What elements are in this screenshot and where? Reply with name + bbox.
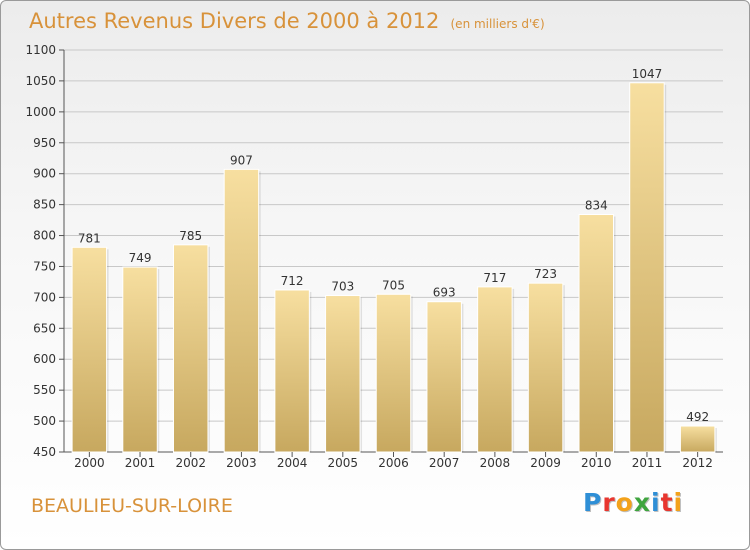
bar-2006	[375, 293, 412, 453]
y-tick-label: 700	[33, 290, 56, 304]
x-tick-labels: 2000 2001 2002 2003 2004 2005 2006 2007 2008 2009…	[74, 452, 713, 470]
bar-2005	[325, 295, 361, 453]
data-label: 712	[281, 274, 304, 288]
brand-letter: t	[660, 488, 674, 517]
x-tick-label: 2005	[328, 456, 359, 470]
bar-2008	[477, 286, 513, 453]
bar-2009	[527, 282, 564, 453]
bar-2012	[679, 425, 716, 453]
y-tick-label: 450	[33, 445, 56, 459]
bar-2001	[122, 266, 158, 453]
y-tick-label: 1000	[25, 105, 56, 119]
data-label: 834	[585, 199, 608, 213]
brand-letter: i	[673, 488, 684, 517]
x-tick-label: 2010	[581, 456, 612, 470]
brand-letter: x	[633, 488, 651, 517]
bar-2011	[629, 82, 665, 453]
y-tick-label: 850	[33, 198, 56, 212]
bars	[71, 82, 717, 453]
x-tick-label: 2003	[226, 456, 257, 470]
data-label: 785	[179, 229, 202, 243]
bar-2010	[578, 214, 615, 453]
x-tick-label: 2006	[378, 456, 409, 470]
bar-2004	[274, 289, 310, 453]
x-tick-label: 2009	[530, 456, 561, 470]
x-tick-label: 2007	[429, 456, 460, 470]
data-label: 781	[78, 231, 101, 245]
bar-2002	[172, 244, 209, 453]
y-tick-label: 1100	[25, 43, 56, 57]
x-tick-label: 2008	[480, 456, 511, 470]
x-tick-label: 2000	[74, 456, 105, 470]
brand-letter: r	[602, 488, 616, 517]
data-label: 693	[433, 286, 456, 300]
brand-letter: o	[615, 488, 634, 517]
data-labels: 781 749 785 907 712 703 705 693 717 723 834 1047 492	[78, 67, 709, 424]
x-tick-label: 2004	[277, 456, 308, 470]
data-label: 492	[686, 410, 709, 424]
y-tick-labels: 450 500 550 600 650 700 750 800 850 900 950 1000 105…	[25, 43, 56, 459]
brand-letter: i	[651, 488, 661, 517]
y-tick-label: 650	[33, 321, 56, 335]
data-label: 907	[230, 153, 253, 167]
y-tick-label: 550	[33, 383, 56, 397]
x-tick-label: 2012	[682, 456, 713, 470]
bar-2003	[223, 168, 260, 453]
data-label: 705	[382, 278, 405, 292]
brand-letter: P	[583, 488, 603, 517]
y-tick-label: 750	[33, 259, 56, 273]
x-tick-label: 2011	[632, 456, 663, 470]
data-label: 1047	[632, 67, 663, 81]
location-name: BEAULIEU-SUR-LOIRE	[31, 495, 233, 517]
y-tick-label: 950	[33, 136, 56, 150]
bar-2007	[426, 301, 462, 453]
proxiti-logo: Proxiti	[583, 488, 683, 517]
data-label: 717	[483, 271, 506, 285]
y-tick-label: 900	[33, 167, 56, 181]
x-tick-label: 2001	[125, 456, 156, 470]
y-tick-label: 1050	[25, 74, 56, 88]
y-tick-label: 800	[33, 229, 56, 243]
title-row: Autres Revenus Divers de 2000 à 2012 (en…	[29, 9, 545, 33]
data-label: 703	[331, 280, 354, 294]
bar-2000	[71, 246, 108, 453]
data-label: 749	[129, 251, 152, 265]
chart-subtitle: (en milliers d'€)	[450, 17, 545, 31]
x-tick-label: 2002	[175, 456, 206, 470]
y-tick-label: 600	[33, 352, 56, 366]
data-label: 723	[534, 267, 557, 281]
chart-title: Autres Revenus Divers de 2000 à 2012	[29, 9, 440, 33]
y-tick-label: 500	[33, 414, 56, 428]
